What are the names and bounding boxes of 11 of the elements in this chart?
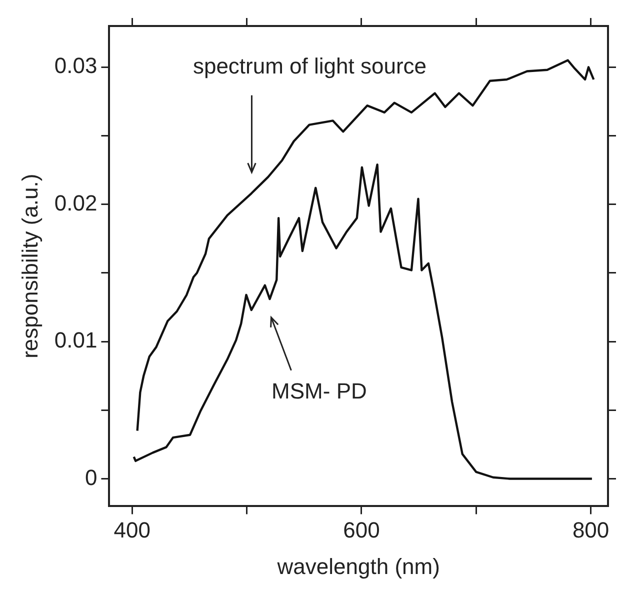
x-tick-label: 400 (114, 517, 151, 542)
annotation: MSM- PD (272, 378, 367, 404)
x-tick-label: 600 (343, 517, 380, 542)
y-tick-label: 0 (84, 464, 98, 490)
x-tick-label: 800 (572, 517, 610, 542)
annotation: spectrum of light source (192, 53, 426, 78)
x-axis-title: wavelength (nm) (276, 554, 440, 579)
y-tick-label: 0.01 (54, 328, 98, 353)
y-axis-title: responsibility (a.u.) (17, 174, 42, 358)
y-tick-label: 0.03 (54, 53, 98, 78)
y-tick-label: 0.02 (54, 190, 98, 216)
